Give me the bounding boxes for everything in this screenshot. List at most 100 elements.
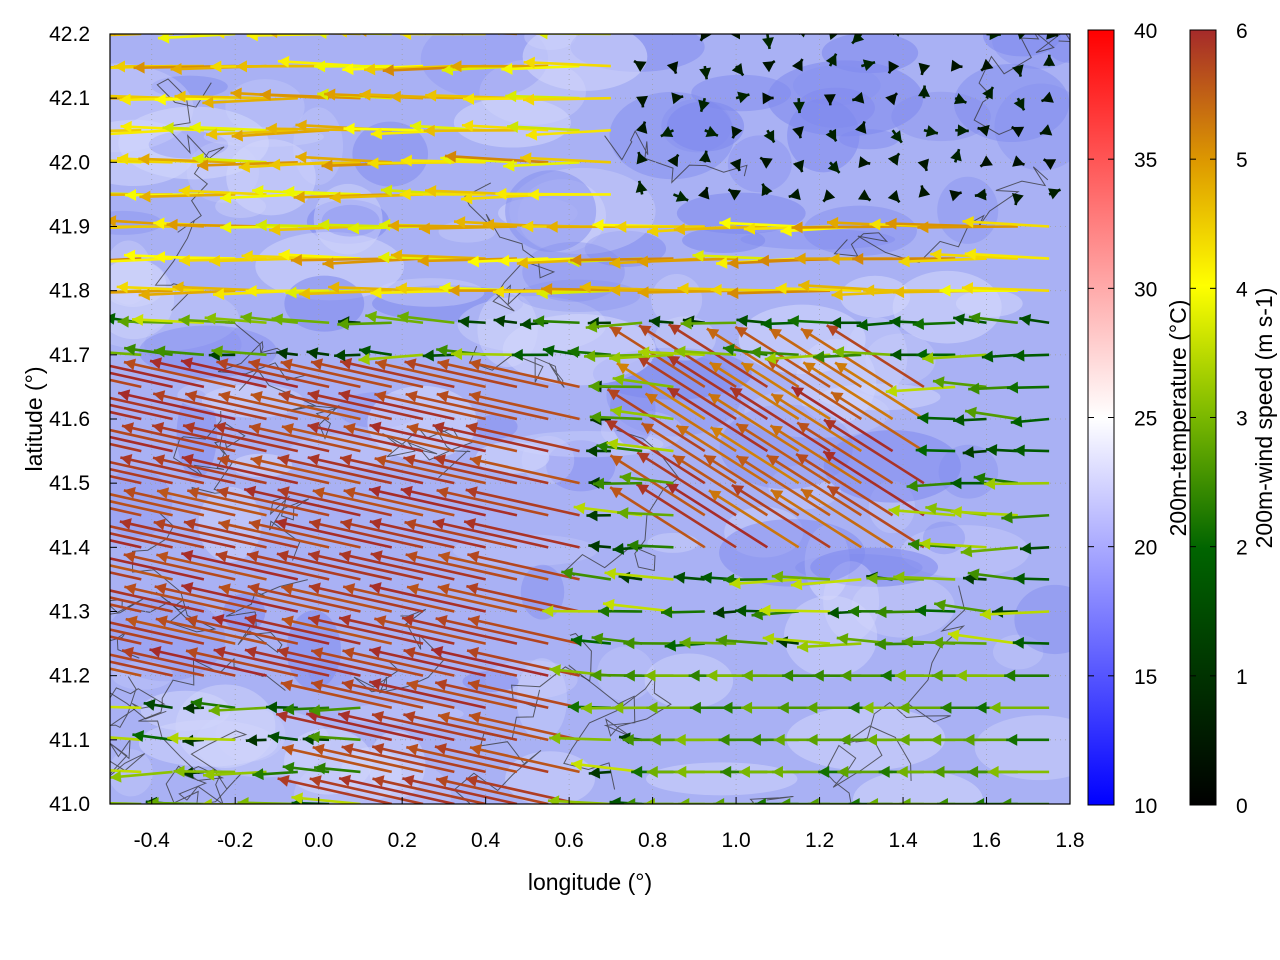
- y-tick-label: 42.1: [49, 87, 90, 110]
- wind-arrow-head: [584, 350, 596, 363]
- wind-arrow-head: [1041, 91, 1054, 103]
- wind-arrow-shaft: [759, 608, 831, 613]
- wind-arrow-head: [615, 220, 627, 233]
- wind-arrow-head: [729, 577, 741, 590]
- wind-arrow-shaft: [433, 456, 549, 485]
- wind-arrow-head: [138, 153, 150, 166]
- wind-arrow-shaft: [703, 454, 800, 517]
- wind-arrow-head: [803, 362, 816, 374]
- y-tick-label: 41.4: [49, 536, 90, 559]
- wind-arrow-head: [417, 254, 429, 267]
- wind-arrow-shaft: [342, 649, 455, 677]
- wind-arrow-head: [698, 99, 710, 112]
- wind-arrow-head: [21, 283, 32, 295]
- wind-arrow-head: [666, 61, 679, 74]
- wind-arrow-head: [763, 129, 775, 143]
- wind-arrow-head: [635, 121, 648, 134]
- wind-arrow-head: [219, 191, 232, 204]
- wind-arrow-shaft: [278, 392, 393, 421]
- wind-arrow-shaft: [665, 482, 769, 549]
- wind-arrow-head: [835, 362, 848, 374]
- wind-arrow-head: [250, 391, 263, 403]
- wind-arrow-head: [689, 701, 701, 714]
- colorbar-tick-label: 5: [1236, 149, 1248, 172]
- wind-arrow-head: [950, 149, 962, 162]
- wind-arrow-head: [324, 88, 336, 101]
- wind-arrow-head: [493, 315, 506, 328]
- wind-arrow-head: [775, 282, 787, 295]
- terrain-contour: [165, 730, 248, 804]
- wind-arrow-head: [322, 257, 334, 270]
- wind-arrow-head: [91, 519, 103, 531]
- wind-arrow-head: [375, 358, 388, 371]
- wind-arrow-shaft: [636, 451, 737, 517]
- wind-arrow-head: [798, 279, 810, 292]
- wind-arrow-shaft: [110, 571, 142, 581]
- wind-arrow-head: [402, 614, 415, 627]
- wind-arrow-head: [369, 582, 382, 594]
- wind-arrow-head: [664, 22, 675, 34]
- wind-arrow-shaft: [131, 318, 204, 325]
- temperature-patch: [510, 430, 664, 458]
- wind-arrow-head: [532, 315, 545, 328]
- wind-arrow-head: [469, 358, 482, 371]
- wind-arrow-head: [495, 187, 507, 200]
- wind-arrow-head: [516, 256, 529, 269]
- wind-arrow-shaft: [307, 391, 424, 421]
- wind-arrow-head: [692, 249, 704, 262]
- wind-arrow-head: [370, 127, 383, 140]
- wind-arrow-head: [270, 34, 278, 39]
- wind-arrow-head: [400, 154, 412, 167]
- wind-arrow-head: [592, 477, 605, 490]
- wind-arrow-head: [154, 93, 166, 106]
- wind-arrow-head: [610, 487, 623, 499]
- wind-arrow-head: [570, 634, 583, 647]
- wind-arrow-head: [855, 121, 867, 134]
- wind-arrow-head: [610, 405, 623, 418]
- wind-arrow-head: [450, 60, 462, 73]
- wind-arrow-head: [898, 701, 910, 714]
- wind-arrow-head: [889, 315, 901, 328]
- wind-arrow-shaft: [110, 532, 173, 549]
- wind-arrow-shaft: [802, 361, 894, 421]
- wind-arrow-head: [585, 320, 598, 333]
- wind-arrow-head: [771, 765, 783, 778]
- wind-arrow-head: [762, 92, 774, 105]
- wind-arrow-shaft: [231, 128, 330, 138]
- wind-arrow-head: [848, 605, 860, 618]
- wind-arrow-head: [337, 318, 349, 331]
- y-tick-label: 42.2: [49, 23, 90, 46]
- wind-arrow-head: [269, 158, 281, 171]
- wind-arrow-head: [706, 669, 718, 682]
- wind-arrow-head: [110, 770, 122, 783]
- wind-arrow-shaft: [369, 423, 486, 453]
- wind-arrow-head: [461, 119, 474, 132]
- wind-arrow-head: [367, 157, 379, 170]
- wind-arrow-head: [1011, 193, 1024, 206]
- wind-arrow-head: [757, 254, 770, 267]
- wind-arrow-head: [919, 21, 931, 33]
- wind-arrow-shaft: [290, 257, 392, 262]
- wind-arrow-head: [123, 551, 136, 563]
- wind-arrow-head: [764, 352, 777, 365]
- wind-arrow-head: [265, 122, 277, 135]
- wind-arrow-head: [90, 256, 101, 268]
- wind-arrow-shaft: [216, 488, 330, 517]
- wind-arrow-head: [308, 582, 321, 595]
- wind-arrow-head: [567, 700, 580, 713]
- terrain-contour: [563, 429, 680, 577]
- wind-arrow-shaft: [834, 361, 925, 421]
- wind-arrow-shaft: [638, 350, 705, 357]
- wind-arrow-head: [673, 455, 686, 467]
- terrain-contour: [469, 346, 565, 388]
- temperature-patch: [226, 139, 316, 216]
- temperature-patch: [509, 167, 656, 255]
- wind-arrow-shaft: [557, 34, 580, 36]
- wind-arrow-head: [858, 156, 871, 168]
- temperature-patch: [974, 715, 1070, 781]
- wind-arrow-shaft: [406, 745, 518, 774]
- x-tick-label: 0.4: [471, 829, 501, 852]
- wind-arrow-head: [779, 798, 791, 804]
- wind-arrow-head: [14, 253, 25, 265]
